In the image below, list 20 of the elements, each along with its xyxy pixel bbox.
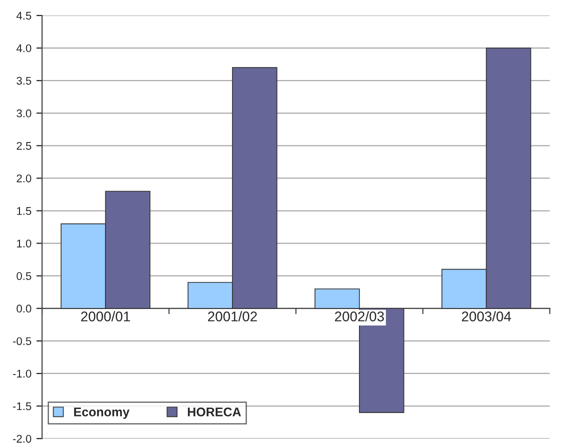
y-tick-label: -1.5	[13, 402, 32, 410]
y-tick-label: 0.0	[16, 304, 32, 313]
legend-label: HORECA	[188, 408, 241, 416]
y-tick-label: 3.5	[16, 76, 32, 85]
x-tick-label: 2000/01	[81, 311, 130, 322]
legend-label: Economy	[74, 408, 130, 419]
y-tick-label: 3.0	[16, 109, 32, 118]
x-tick-label: 2002/03	[334, 311, 384, 322]
y-tick-label: 4.0	[16, 44, 32, 52]
y-tick-label: 2.5	[16, 142, 32, 150]
y-tick-label: 1.5	[17, 207, 32, 215]
y-tick-label: -1.0	[13, 370, 32, 378]
y-tick-label: -2.0	[13, 434, 32, 443]
x-tick-label: 2003/04	[462, 311, 512, 322]
y-tick-label: 2.0	[16, 174, 32, 182]
y-tick-label: 0.5	[16, 272, 32, 280]
y-tick-label: -0.5	[13, 337, 32, 346]
x-tick-label: 2001/02	[208, 311, 257, 322]
y-tick-label: 1.0	[17, 240, 32, 248]
y-tick-label: 4.5	[16, 12, 32, 20]
